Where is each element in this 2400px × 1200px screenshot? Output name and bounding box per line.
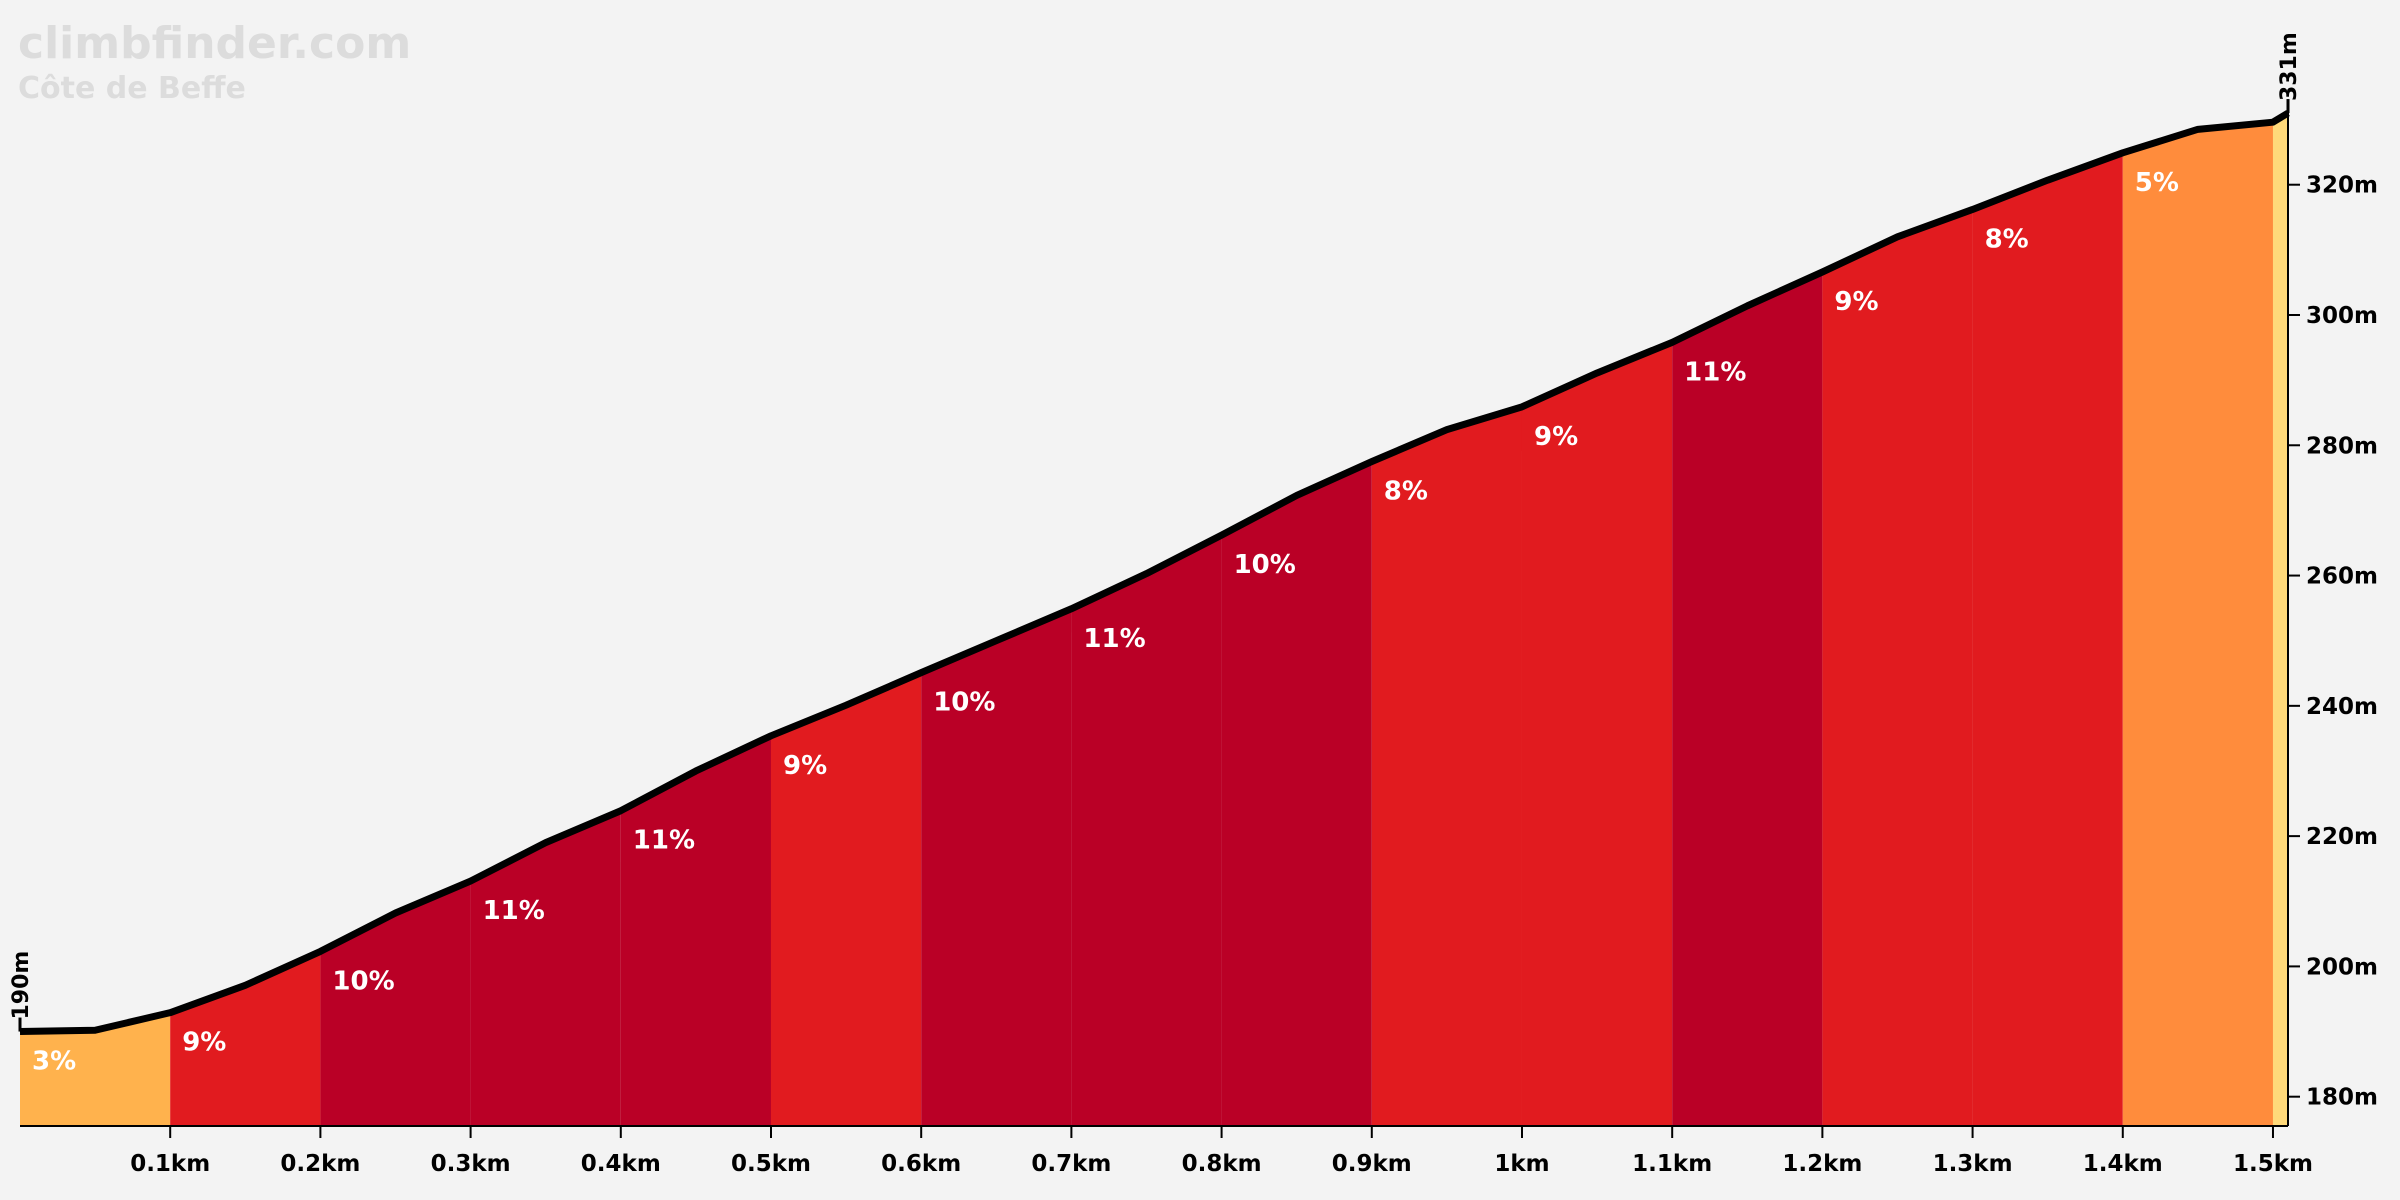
x-tick-label: 0.6km	[881, 1151, 961, 1177]
gradient-segment	[2272, 113, 2288, 1127]
x-tick-label: 0.2km	[280, 1151, 360, 1177]
x-tick-label: 1.3km	[1933, 1151, 2013, 1177]
y-tick-label: 220m	[2306, 824, 2378, 850]
y-tick-label: 180m	[2306, 1085, 2378, 1111]
gradient-segment	[1822, 209, 1973, 1126]
x-tick-label: 0.7km	[1031, 1151, 1111, 1177]
gradient-segment	[1521, 342, 1673, 1126]
gradient-segment	[1071, 535, 1222, 1126]
gradient-segment	[320, 881, 471, 1126]
gradient-segment	[1371, 406, 1522, 1126]
gradient-label: 9%	[1834, 287, 1878, 317]
gradient-label: 9%	[1534, 422, 1578, 452]
gradient-segment	[921, 608, 1072, 1126]
gradient-label: 8%	[1985, 224, 2029, 254]
gradient-segment	[1672, 272, 1823, 1127]
x-tick-label: 0.4km	[581, 1151, 661, 1177]
gradient-label: 11%	[483, 896, 545, 926]
y-tick-label: 320m	[2306, 173, 2378, 199]
end-label: 331m	[2277, 32, 2302, 101]
gradient-label: 11%	[633, 826, 695, 856]
x-tick-label: 1.5km	[2233, 1151, 2313, 1177]
gradient-label: 9%	[182, 1028, 226, 1058]
gradient-label: 10%	[332, 966, 394, 996]
gradient-segment	[20, 1012, 171, 1126]
x-tick-label: 0.9km	[1332, 1151, 1412, 1177]
gradient-label: 8%	[1384, 477, 1428, 507]
x-tick-label: 0.8km	[1182, 1151, 1262, 1177]
x-tick-label: 1.2km	[1782, 1151, 1862, 1177]
gradient-segment	[620, 735, 771, 1126]
chart-title: climbfinder.com	[18, 18, 411, 69]
gradient-label: 3%	[32, 1047, 76, 1077]
x-tick-label: 0.3km	[431, 1151, 511, 1177]
start-label: 190m	[9, 951, 34, 1020]
x-tick-label: 0.5km	[731, 1151, 811, 1177]
x-tick-label: 1km	[1494, 1151, 1549, 1177]
x-tick-label: 0.1km	[130, 1151, 210, 1177]
gradient-label: 9%	[783, 751, 827, 781]
gradient-segment	[2122, 122, 2273, 1127]
gradient-segment	[470, 810, 621, 1126]
gradient-label: 10%	[933, 688, 995, 718]
x-tick-label: 1.4km	[2083, 1151, 2163, 1177]
gradient-segment	[1221, 461, 1372, 1126]
gradient-label: 10%	[1234, 550, 1296, 580]
x-tick-label: 1.1km	[1632, 1151, 1712, 1177]
gradient-label: 11%	[1083, 624, 1145, 654]
gradient-label: 11%	[1684, 357, 1746, 387]
elevation-line	[19, 110, 2290, 1036]
y-tick-label: 240m	[2306, 694, 2378, 720]
y-tick-label: 200m	[2306, 954, 2378, 980]
chart-subtitle: Côte de Beffe	[18, 71, 246, 106]
gradient-segment	[770, 672, 922, 1126]
gradient-segment	[1972, 152, 2123, 1126]
y-tick-label: 300m	[2306, 303, 2378, 329]
y-tick-label: 280m	[2306, 433, 2378, 459]
gradient-segment	[170, 951, 321, 1126]
gradient-label: 5%	[2135, 168, 2179, 198]
y-tick-label: 260m	[2306, 564, 2378, 590]
